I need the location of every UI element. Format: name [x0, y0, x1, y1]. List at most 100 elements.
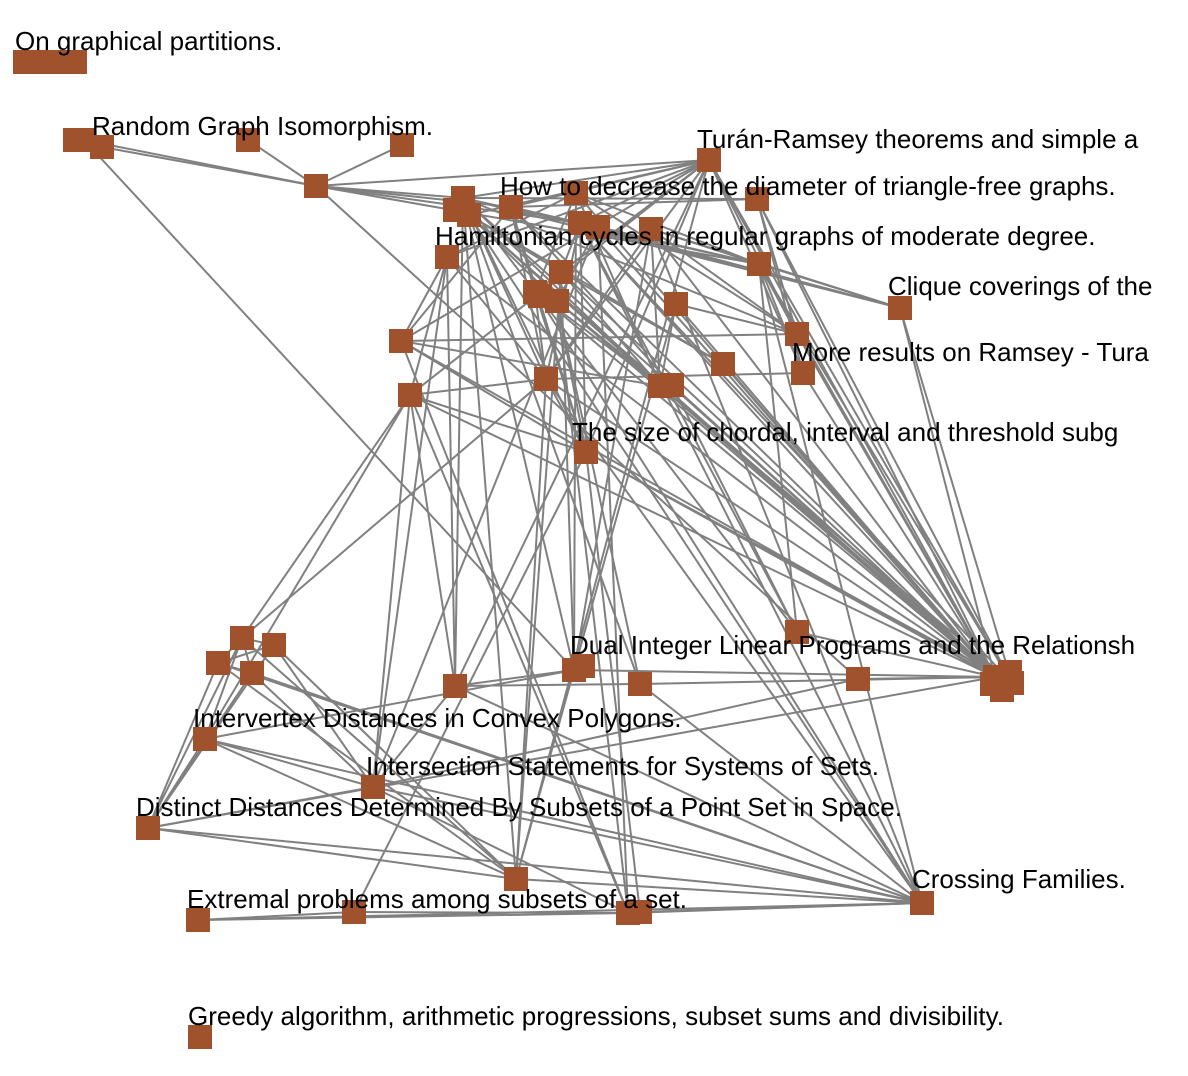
- edge: [400, 333, 798, 342]
- edge: [659, 385, 996, 678]
- edge: [468, 214, 641, 685]
- graph-node[interactable]: [389, 329, 413, 353]
- graph-node[interactable]: [398, 383, 422, 407]
- graph-node[interactable]: [528, 284, 552, 308]
- edge: [409, 394, 996, 678]
- edge: [758, 263, 923, 904]
- edge: [575, 192, 760, 265]
- edge: [585, 451, 1013, 684]
- graph-node[interactable]: [711, 352, 735, 376]
- graph-node[interactable]: [304, 174, 328, 198]
- edge: [708, 159, 1013, 684]
- graph-node[interactable]: [435, 245, 459, 269]
- graph-node[interactable]: [206, 651, 230, 675]
- edge: [627, 902, 923, 914]
- graph-node[interactable]: [628, 672, 652, 696]
- graph-node[interactable]: [504, 867, 528, 891]
- node-label: Crossing Families.: [912, 864, 1126, 894]
- edge: [409, 378, 547, 396]
- graph-node[interactable]: [63, 128, 87, 152]
- graph-node[interactable]: [574, 440, 598, 464]
- edge: [273, 644, 517, 880]
- graph-node[interactable]: [745, 187, 769, 211]
- edge: [650, 228, 923, 904]
- edge: [545, 378, 923, 904]
- graph-node[interactable]: [846, 667, 870, 691]
- graph-node[interactable]: [90, 135, 114, 159]
- graph-node[interactable]: [910, 891, 934, 915]
- edge: [650, 228, 661, 387]
- labels: On graphical partitions. Random Graph Is…: [15, 26, 1152, 1031]
- graph-node[interactable]: [785, 322, 809, 346]
- graph-node[interactable]: [785, 620, 809, 644]
- graph-node[interactable]: [664, 292, 688, 316]
- edge: [575, 192, 798, 335]
- graph-node[interactable]: [888, 296, 912, 320]
- graph-node[interactable]: [549, 260, 573, 284]
- graph-node[interactable]: [564, 181, 588, 205]
- graph-node[interactable]: [361, 775, 385, 799]
- graph-node[interactable]: [443, 674, 467, 698]
- edge: [671, 384, 996, 678]
- graph-node[interactable]: [660, 373, 684, 397]
- edge: [515, 669, 575, 880]
- graph-node[interactable]: [499, 195, 523, 219]
- graph-node[interactable]: [586, 215, 610, 239]
- edge: [454, 685, 923, 904]
- graph-node[interactable]: [791, 361, 815, 385]
- graph-node[interactable]: [628, 900, 652, 924]
- edge: [400, 256, 448, 342]
- edge: [659, 303, 677, 387]
- edge: [560, 271, 724, 365]
- edge: [462, 197, 798, 633]
- graph-node[interactable]: [186, 908, 210, 932]
- graph-node[interactable]: [193, 727, 217, 751]
- edge: [454, 197, 464, 687]
- edge: [372, 256, 448, 788]
- graph-node[interactable]: [998, 660, 1022, 684]
- edge: [462, 197, 517, 880]
- edge: [756, 198, 996, 678]
- graph-node[interactable]: [697, 148, 721, 172]
- edge: [639, 683, 923, 904]
- edge: [534, 291, 996, 678]
- edge: [204, 669, 575, 740]
- graph-node[interactable]: [240, 661, 264, 685]
- node-label: Intersection Statements for Systems of S…: [366, 751, 879, 781]
- graph-node[interactable]: [136, 816, 160, 840]
- edge: [446, 192, 577, 258]
- edge: [147, 827, 923, 904]
- graph-node[interactable]: [747, 252, 771, 276]
- edge: [372, 685, 456, 788]
- edge: [241, 637, 517, 880]
- graph-node[interactable]: [571, 654, 595, 678]
- edge: [556, 226, 599, 302]
- edge: [534, 291, 923, 904]
- edge: [534, 291, 587, 453]
- edge: [204, 738, 923, 904]
- node-label: Greedy algorithm, arithmetic progression…: [188, 1001, 1004, 1031]
- node-label: Dual Integer Linear Programs and the Rel…: [570, 630, 1135, 660]
- graph-node[interactable]: [262, 633, 286, 657]
- edge: [671, 384, 798, 633]
- edge: [372, 786, 629, 914]
- edge: [515, 159, 710, 880]
- graph-node[interactable]: [342, 900, 366, 924]
- edge: [372, 786, 923, 904]
- graph-node[interactable]: [13, 50, 87, 74]
- edge: [454, 669, 575, 687]
- graph-node[interactable]: [188, 1025, 212, 1049]
- graph-node[interactable]: [236, 128, 260, 152]
- edge: [101, 146, 317, 187]
- graph-node[interactable]: [230, 626, 254, 650]
- graph-node[interactable]: [639, 217, 663, 241]
- graph-node[interactable]: [390, 133, 414, 157]
- edge: [556, 300, 641, 685]
- edge: [372, 394, 411, 788]
- graph-node[interactable]: [534, 367, 558, 391]
- edge: [758, 263, 804, 374]
- edge: [204, 394, 411, 740]
- edge: [560, 271, 661, 387]
- graph-node[interactable]: [443, 198, 467, 222]
- node-label: Distinct Distances Determined By Subsets…: [136, 792, 902, 822]
